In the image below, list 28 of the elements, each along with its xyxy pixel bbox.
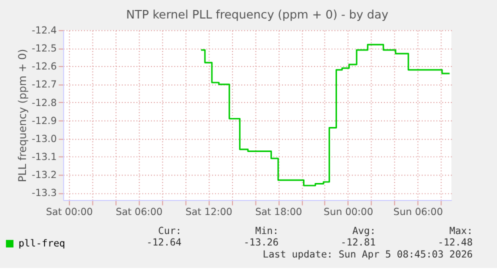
text: Avg:	[352, 226, 376, 237]
x-tick-label: Sat 00:00	[46, 207, 93, 218]
x-tick-label: Sun 06:00	[393, 207, 443, 218]
y-tick-label: -12.6	[32, 62, 57, 73]
y-tick-label: -13.2	[32, 170, 57, 182]
y-tick-label: -12.7	[32, 80, 57, 91]
y-tick-label: -13.3	[32, 188, 57, 200]
text: Last update: Sun Apr 5 08:45:03 2026	[262, 249, 473, 260]
y-tick-label: -13.0	[32, 134, 57, 145]
text: -12.81	[340, 238, 376, 249]
text: Max:	[449, 226, 473, 237]
text: Min:	[255, 226, 279, 237]
text: -13.26	[244, 238, 279, 249]
x-tick-label: Sun 00:00	[324, 207, 374, 218]
y-tick-label: -12.8	[32, 98, 57, 109]
legend-label: pll-freq	[18, 238, 66, 250]
text: -12.48	[438, 238, 473, 249]
chart-title: NTP kernel PLL frequency (ppm + 0) - by day	[126, 7, 388, 22]
text: -12.64	[146, 238, 182, 249]
y-tick-label: -12.9	[32, 116, 57, 127]
x-tick-label: Sat 12:00	[185, 207, 232, 218]
y-axis-title: PLL frequency (ppm + 0)	[16, 48, 29, 182]
text: Cur:	[158, 226, 182, 237]
x-tick-label: Sat 06:00	[116, 207, 163, 218]
y-tick-label: -12.5	[32, 44, 57, 55]
y-tick-label: -12.4	[32, 26, 57, 37]
x-tick-label: Sat 18:00	[255, 207, 302, 218]
y-tick-label: -13.1	[32, 152, 57, 164]
